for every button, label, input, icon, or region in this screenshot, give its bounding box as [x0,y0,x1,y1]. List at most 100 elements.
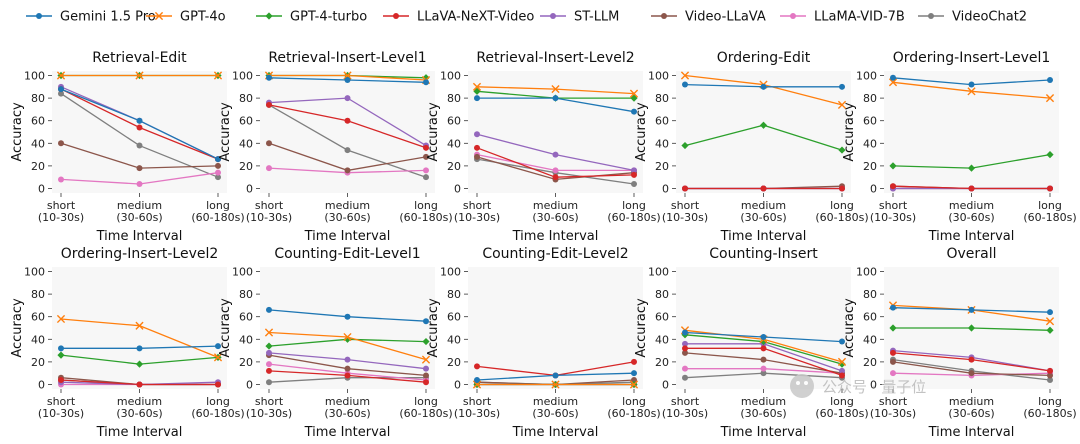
data-point [423,153,429,160]
data-point [215,343,221,350]
y-tick-label: 40 [31,137,45,150]
data-point [760,356,767,363]
data-point [474,376,480,383]
data-point [136,142,143,149]
y-tick-label: 20 [239,356,253,369]
data-point [889,162,897,170]
plot-area [52,71,227,193]
x-tick-label: long (60-180s) [607,199,660,224]
data-point [56,71,66,80]
data-point [631,370,637,377]
data-point [889,324,897,332]
subplot-title: Ordering-Insert-Level1 [893,50,1051,66]
x-tick-label: short (10-30s) [246,395,292,420]
y-tick-label: 100 [440,266,461,279]
data-point [888,78,898,87]
data-point [760,83,767,90]
data-point [423,144,429,151]
subplot-ordering-insert-level1: Ordering-Insert-Level1 0 20 40 60 80 100 short(… [842,50,1077,244]
series-gpt-4o [472,82,639,98]
data-point [839,338,845,345]
data-point [423,372,429,379]
y-tick-label: 0 [38,378,45,391]
data-point [1047,367,1053,374]
data-point [839,185,845,192]
plot-area [52,267,227,389]
data-point [423,167,429,174]
data-point [890,304,896,311]
legend-marker [265,12,273,20]
x-axis-label: Time Interval [512,425,599,440]
data-point [474,153,480,160]
x-tick-label: long (60-180s) [1023,395,1076,420]
data-point [266,379,272,386]
y-tick-label: 40 [239,333,253,346]
series-gemini-1-5-pro [474,370,637,383]
series-llama-vid-7b [58,169,221,187]
subplot-title: Retrieval-Edit [92,50,187,66]
data-point [890,74,896,81]
data-point [552,151,559,158]
x-tick-label: short (10-30s) [246,199,292,224]
data-point [474,144,480,151]
data-point [213,353,223,362]
data-point [56,314,66,324]
data-point [968,370,975,377]
x-tick-label: short (10-30s) [38,199,84,224]
series-gpt-4o [264,328,431,364]
data-point [265,342,273,350]
subplot-retrieval-insert-level2: Retrieval-Insert-Level2 0 20 40 60 80 100 short… [426,50,661,244]
legend-entry-video-llava: Video-LLaVA [651,10,766,25]
subplot-title: Retrieval-Insert-Level2 [476,50,634,66]
legend-entry-gpt-4-turbo: GPT-4-turbo [256,10,367,25]
data-point [423,365,429,372]
y-tick-label: 20 [31,160,45,173]
data-point [136,117,143,124]
series-gemini-1-5-pro [58,86,221,163]
y-tick-label: 0 [662,182,669,195]
y-tick-label: 0 [454,182,461,195]
series-gemini-1-5-pro [474,95,637,115]
data-point [682,340,688,347]
data-point [1045,317,1055,326]
series-llava-next-video [890,349,1053,374]
data-point [215,156,221,163]
subplot-counting-edit-level2: Counting-Edit-Level2 0 20 40 60 80 100 short (10… [426,246,661,440]
y-tick-label: 20 [655,356,669,369]
data-point [631,358,637,365]
series-video-llava [890,358,1053,379]
data-point [215,162,221,169]
plot-area [884,71,1059,193]
legend-marker [36,13,42,19]
data-point [423,79,429,86]
data-point [1047,185,1053,192]
data-point [422,337,430,346]
series-video-llava [266,352,429,379]
data-point [890,358,896,365]
data-point [344,167,351,174]
data-point [967,87,976,96]
x-tick-label: medium (30-60s) [324,199,370,224]
data-point [839,372,845,379]
series-llava-next-video [890,183,1053,192]
y-axis-label: Accuracy [842,102,857,162]
y-tick-label: 80 [447,92,461,105]
data-point [58,90,64,97]
data-point [552,372,559,379]
y-axis-label: Accuracy [10,102,25,162]
data-point [631,376,637,383]
y-tick-label: 100 [856,70,877,83]
data-point [1047,77,1053,84]
y-tick-label: 20 [31,356,45,369]
series-gpt-4o [56,71,223,80]
y-tick-label: 40 [447,333,461,346]
subplot-overall: Overall 0 20 40 60 80 100 short (10-30s) medium (3… [842,246,1077,440]
legend-entry-gpt-4o: GPT-4o [146,10,226,25]
series-gemini-1-5-pro [266,306,429,325]
subplot-ordering-insert-level2: Ordering-Insert-Level2 0 20 40 60 80 100 short(… [10,246,245,440]
x-tick-label: long (60-180s) [191,395,244,420]
series-gpt-4o [472,380,639,389]
y-tick-label: 60 [31,311,45,324]
y-tick-label: 20 [447,356,461,369]
